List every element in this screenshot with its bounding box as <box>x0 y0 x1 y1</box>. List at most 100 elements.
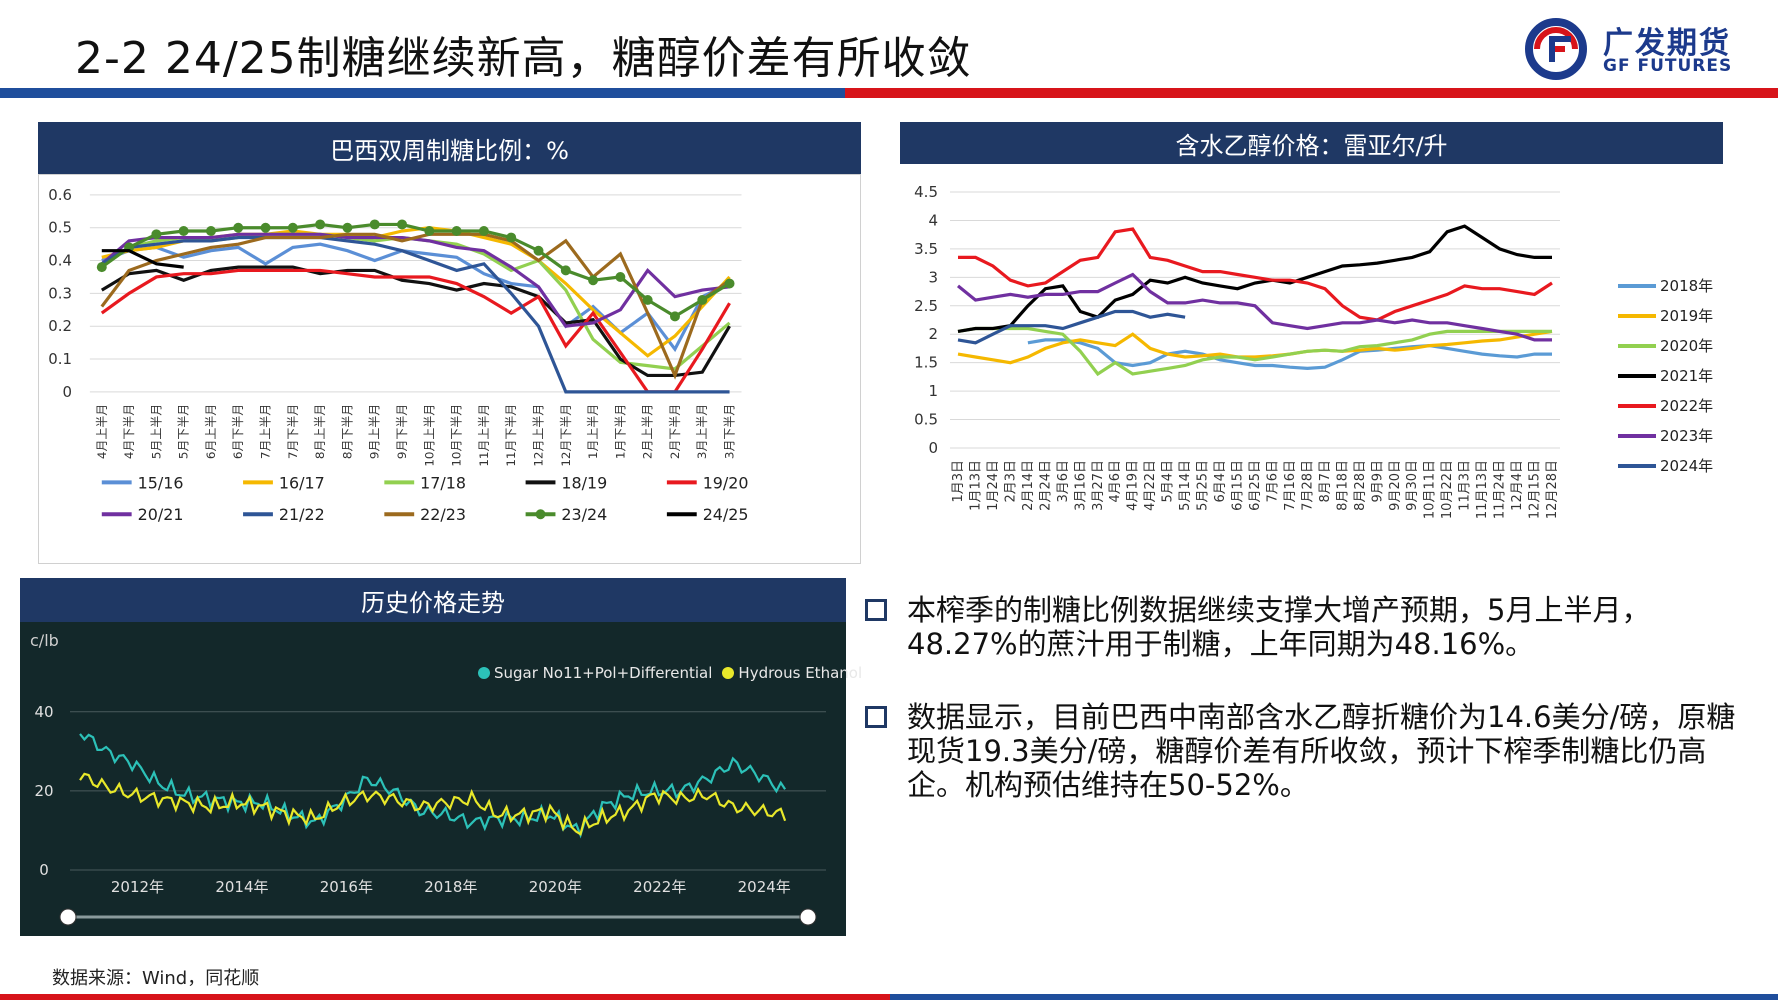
data-point <box>560 265 571 276</box>
page-title: 2-2 24/25制糖继续新高，糖醇价差有所收敛 <box>75 33 972 84</box>
legend-label: 16/17 <box>279 473 325 492</box>
bullet-ethanol-parity: 数据显示，目前巴西中南部含水乙醇折糖价为14.6美分/磅，原糖现货19.3美分/… <box>865 700 1745 802</box>
x-tick-label: 3月上半月 <box>695 404 709 459</box>
history-price-chart: c/lb 0 20 40 2012年 2014年 2016年 2018年 2020年 2022年 2… <box>30 631 826 926</box>
x-tick-label: 3月27日 <box>1091 460 1106 511</box>
series-line-2022年 <box>958 227 1553 322</box>
x-tick-label: 2014年 <box>215 878 268 896</box>
data-point <box>533 245 544 256</box>
legend-label: 2021年 <box>1660 367 1713 385</box>
footer-band-blue <box>890 994 1778 1000</box>
data-point <box>233 222 244 233</box>
legend-label: 17/18 <box>420 473 466 492</box>
sugar-ratio-chart: 0 0.1 0.2 0.3 0.4 0.5 0.6 4月上半月 4月下半月 5月上半月 5月下半月 6… <box>38 174 861 564</box>
series-line-21-22 <box>100 235 730 394</box>
x-tick-label: 7月16日 <box>1283 460 1298 511</box>
header-band-red <box>845 88 1778 98</box>
x-tick-label: 2月3日 <box>1003 460 1018 503</box>
range-slider-end-handle[interactable] <box>799 908 817 926</box>
y-tick-label: 0.6 <box>48 186 72 204</box>
bullet-text: 本榨季的制糖比例数据继续支撑大增产预期，5月上半月，48.27%的蔗汁用于制糖，… <box>907 593 1651 661</box>
x-tick-label: 6月上半月 <box>204 404 218 459</box>
x-tick-label: 10月上半月 <box>422 404 436 467</box>
x-tick-label: 4月6日 <box>1108 460 1123 503</box>
x-tick-label: 8月28日 <box>1353 460 1368 511</box>
range-slider-start-handle[interactable] <box>59 908 77 926</box>
x-tick-label: 7月28日 <box>1300 460 1315 511</box>
y-tick-label: 40 <box>34 703 53 721</box>
x-tick-label: 1月13日 <box>968 460 983 511</box>
legend-label: 22/23 <box>420 505 466 524</box>
series-line-2024年 <box>957 309 1186 345</box>
x-tick-label: 8月下半月 <box>340 404 354 459</box>
x-tick-label: 4月22日 <box>1143 460 1158 511</box>
history-chart-legend[interactable]: Sugar No11+Pol+Differential Hydrous Ethan… <box>478 664 868 682</box>
data-point <box>697 294 708 305</box>
legend-dot <box>722 667 735 679</box>
series-line-24-25 <box>101 249 184 269</box>
x-tick-label: 10月下半月 <box>450 404 464 467</box>
x-tick-label: 2018年 <box>424 878 477 896</box>
y-tick-label: 2 <box>928 325 938 343</box>
bullet-text: 数据显示，目前巴西中南部含水乙醇折糖价为14.6美分/磅，原糖现货19.3美分/… <box>907 700 1736 802</box>
legend-label: 20/21 <box>138 505 184 524</box>
y-tick-label: 0.5 <box>48 219 72 237</box>
data-point <box>260 222 271 233</box>
x-tick-label: 12月28日 <box>1545 460 1560 519</box>
series-line-2023年 <box>956 272 1552 342</box>
y-tick-label: 0.1 <box>48 350 72 368</box>
square-bullet-icon <box>865 599 887 621</box>
data-point <box>369 219 380 230</box>
x-tick-label: 3月16日 <box>1073 460 1088 511</box>
x-tick-label: 12月上半月 <box>531 404 545 467</box>
series-line-2021年 <box>957 224 1552 333</box>
square-bullet-icon <box>865 706 887 728</box>
y-tick-label: 3.5 <box>914 240 938 258</box>
gf-logo-icon <box>1525 18 1587 80</box>
legend-label: 2023年 <box>1660 427 1713 445</box>
sugar-ratio-chart-header: 巴西双周制糖比例：% <box>38 122 861 174</box>
x-tick-label: 5月下半月 <box>177 404 191 459</box>
legend-label[interactable]: Sugar No11+Pol+Differential <box>494 664 713 682</box>
data-point <box>96 262 107 273</box>
series-line-15-16 <box>101 242 731 353</box>
legend-label[interactable]: Hydrous Ethanol <box>738 664 863 682</box>
series-line-2020年 <box>957 326 1552 377</box>
y-tick-label: 0.5 <box>914 411 938 429</box>
x-tick-label: 12月下半月 <box>559 404 573 467</box>
legend-label: 2020年 <box>1660 337 1713 355</box>
x-tick-label: 5月25日 <box>1196 460 1211 511</box>
x-tick-label: 12月15日 <box>1528 460 1543 519</box>
data-point <box>506 232 517 243</box>
legend-label: 19/20 <box>703 473 749 492</box>
x-tick-label: 4月19日 <box>1126 460 1141 511</box>
x-tick-label: 6月15日 <box>1231 460 1246 511</box>
history-chart-header: 历史价格走势 <box>20 578 846 622</box>
series-line <box>79 772 787 836</box>
y-tick-label: 0 <box>928 439 938 457</box>
y-tick-label: 4 <box>928 211 938 229</box>
x-tick-label: 10月22日 <box>1440 460 1455 519</box>
bullet-sugar-ratio: 本榨季的制糖比例数据继续支撑大增产预期，5月上半月，48.27%的蔗汁用于制糖，… <box>865 593 1745 661</box>
x-tick-label: 7月下半月 <box>286 404 300 459</box>
x-tick-label: 7月上半月 <box>259 404 273 459</box>
data-point <box>287 222 298 233</box>
footer-band-red <box>0 994 890 1000</box>
x-tick-label: 2月24日 <box>1038 460 1053 511</box>
x-tick-label: 8月7日 <box>1318 460 1333 503</box>
series-line-16-17 <box>101 226 731 358</box>
x-tick-label: 11月3日 <box>1458 460 1473 511</box>
x-tick-label: 2月下半月 <box>668 404 682 459</box>
x-tick-label: 6月25日 <box>1248 460 1263 511</box>
data-point <box>615 272 626 282</box>
logo-text-en: GF FUTURES <box>1603 56 1733 76</box>
x-tick-label: 1月上半月 <box>586 404 600 459</box>
x-tick-label: 5月14日 <box>1178 460 1193 511</box>
series-line <box>79 733 787 839</box>
y-tick-label: 0 <box>62 383 71 401</box>
x-tick-label: 9月上半月 <box>368 404 382 459</box>
x-tick-label: 5月4日 <box>1161 460 1176 503</box>
x-tick-label: 9月20日 <box>1388 460 1403 511</box>
x-tick-label: 5月上半月 <box>149 404 163 459</box>
x-tick-label: 1月24日 <box>986 460 1001 511</box>
